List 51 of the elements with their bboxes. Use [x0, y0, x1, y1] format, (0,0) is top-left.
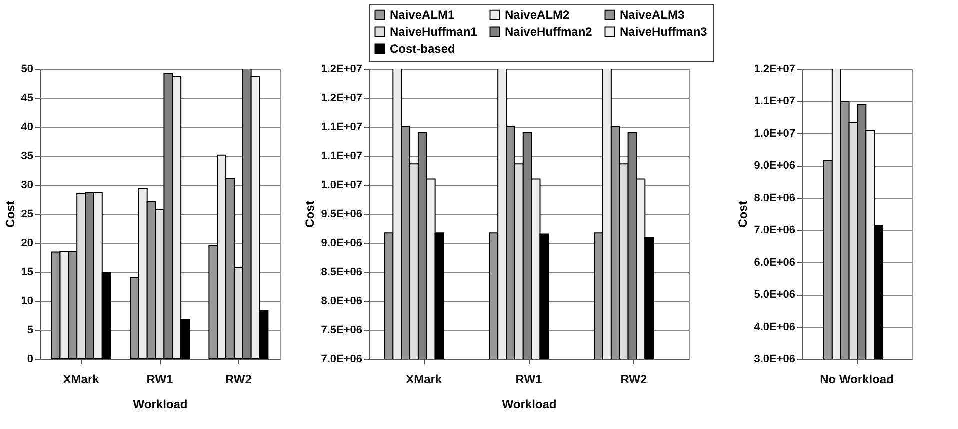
- x-tick-label: RW2: [620, 372, 648, 386]
- x-axis-title: Workload: [133, 398, 188, 412]
- y-tick-label: 1.0E+07: [321, 180, 362, 192]
- x-tick-label: XMark: [63, 372, 100, 386]
- y-tick-label: 1.0E+07: [754, 128, 796, 140]
- y-tick-label: 1.1E+07: [321, 122, 362, 134]
- legend-label: NaiveALM3: [620, 8, 686, 22]
- y-tick-label: 1.1E+07: [754, 96, 796, 108]
- y-tick-label: 30: [21, 180, 34, 192]
- y-tick-label: 5: [27, 324, 34, 336]
- y-tick-label: 40: [21, 122, 34, 134]
- x-tick-label: RW2: [225, 372, 252, 386]
- y-axis-title: Cost: [303, 201, 318, 228]
- y-tick-label: 8.0E+06: [321, 296, 362, 308]
- legend-label: Cost-based: [390, 42, 456, 56]
- y-tick-label: 15: [21, 266, 34, 278]
- y-tick-label: 5.0E+06: [754, 289, 796, 302]
- y-tick-label: 45: [21, 92, 34, 104]
- y-tick-label: 10: [21, 296, 34, 308]
- y-tick-label: 50: [21, 64, 34, 76]
- y-tick-label: 6.0E+06: [754, 256, 796, 269]
- y-tick-label: 0: [27, 354, 34, 366]
- y-tick-label: 20: [21, 238, 34, 250]
- y-tick-label: 9.5E+06: [321, 208, 362, 220]
- legend-label: NaiveHuffman3: [620, 25, 708, 39]
- x-tick-label: RW1: [516, 372, 543, 386]
- x-tick-label: No Workload: [820, 372, 894, 386]
- y-tick-label: 8.5E+06: [321, 266, 362, 278]
- y-tick-label: 25: [21, 208, 34, 220]
- y-tick-label: 9.0E+06: [754, 160, 796, 172]
- legend-label: NaiveHuffman2: [505, 25, 593, 39]
- legend-label: NaiveHuffman1: [390, 25, 478, 39]
- y-tick-label: 8.0E+06: [754, 192, 796, 204]
- y-axis-title: Cost: [736, 201, 750, 228]
- legend-label: NaiveALM2: [505, 8, 570, 22]
- y-tick-label: 1.2E+07: [321, 92, 362, 104]
- y-tick-label: 1.2E+07: [754, 64, 796, 76]
- y-tick-label: 35: [21, 150, 34, 162]
- y-tick-label: 3.0E+06: [754, 354, 796, 366]
- y-tick-label: 1.1E+07: [321, 150, 362, 162]
- legend-label: NaiveALM1: [390, 8, 456, 22]
- y-tick-label: 9.0E+06: [321, 238, 362, 250]
- y-tick-label: 7.5E+06: [321, 324, 362, 336]
- y-axis-title: Cost: [3, 201, 18, 228]
- x-tick-label: XMark: [406, 372, 442, 386]
- y-tick-label: 7.0E+06: [321, 354, 362, 366]
- y-tick-label: 4.0E+06: [754, 321, 796, 334]
- y-tick-label: 1.2E+07: [321, 64, 362, 76]
- x-axis-title: Workload: [502, 398, 557, 412]
- x-tick-label: RW1: [146, 372, 174, 386]
- y-tick-label: 7.0E+06: [754, 224, 796, 237]
